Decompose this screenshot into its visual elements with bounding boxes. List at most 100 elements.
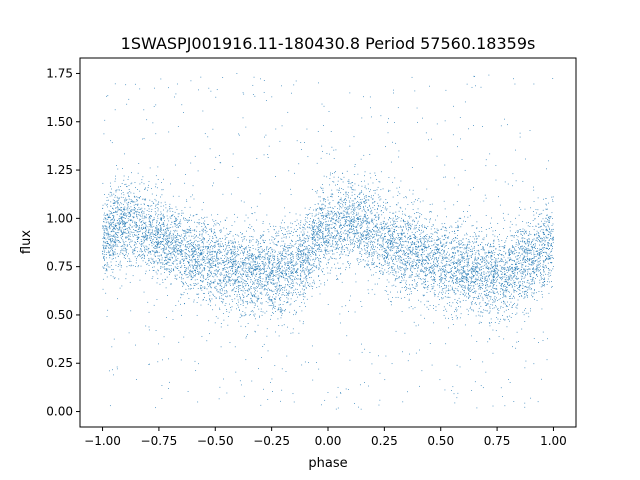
data-point	[426, 306, 428, 308]
data-point	[254, 305, 256, 306]
data-point	[457, 265, 458, 267]
data-point	[109, 213, 111, 215]
data-point	[242, 300, 243, 302]
data-point	[405, 226, 407, 228]
data-point	[193, 247, 195, 249]
data-point	[202, 276, 204, 278]
data-point	[512, 247, 514, 249]
data-point	[296, 249, 298, 251]
data-point	[378, 231, 380, 233]
data-point	[350, 231, 352, 233]
data-point	[330, 193, 332, 195]
data-point	[532, 226, 534, 227]
data-point	[226, 246, 227, 248]
data-point	[408, 298, 410, 300]
data-point	[390, 240, 392, 241]
data-point	[318, 230, 320, 232]
data-point	[546, 230, 548, 232]
data-point	[186, 293, 188, 295]
data-point	[140, 244, 142, 246]
data-point	[375, 175, 376, 176]
data-point	[472, 236, 474, 238]
data-point	[384, 233, 385, 235]
data-point	[203, 292, 205, 294]
data-point	[382, 188, 384, 190]
data-point	[353, 224, 355, 226]
data-point	[456, 271, 457, 273]
data-point	[161, 218, 163, 220]
data-point	[456, 262, 458, 264]
data-point	[391, 285, 393, 287]
data-point	[397, 265, 398, 267]
data-point	[527, 271, 529, 273]
data-point	[305, 278, 307, 280]
data-point	[529, 287, 531, 289]
data-point	[313, 279, 315, 281]
data-point	[367, 252, 369, 254]
data-point	[132, 216, 134, 217]
data-point	[427, 239, 429, 241]
data-point	[229, 259, 231, 260]
data-point	[363, 221, 365, 223]
data-point	[247, 289, 249, 291]
data-point	[352, 200, 354, 202]
data-point	[312, 286, 314, 287]
data-point	[348, 216, 349, 217]
data-point	[494, 322, 496, 323]
data-point	[412, 284, 413, 286]
data-point	[143, 222, 145, 224]
data-point	[206, 241, 208, 243]
data-point	[492, 308, 494, 310]
data-point	[155, 229, 157, 231]
data-point	[525, 268, 527, 270]
data-point	[427, 257, 429, 259]
data-point	[249, 240, 250, 242]
data-point	[392, 244, 394, 246]
data-point	[410, 276, 412, 278]
data-point	[552, 247, 553, 249]
data-point	[239, 288, 241, 289]
data-point	[536, 254, 538, 256]
data-point	[128, 212, 130, 214]
data-point	[518, 252, 520, 254]
data-point	[507, 213, 509, 215]
data-point	[318, 219, 320, 221]
data-point	[472, 268, 473, 270]
data-point	[451, 242, 452, 243]
data-point	[245, 262, 247, 264]
data-point	[364, 244, 365, 246]
data-point	[209, 301, 211, 303]
data-point	[144, 204, 145, 206]
data-point	[417, 222, 419, 224]
data-point	[177, 258, 179, 259]
data-point	[522, 259, 524, 261]
data-point	[479, 268, 481, 270]
data-point	[197, 255, 199, 257]
data-point	[521, 277, 523, 279]
data-point	[542, 231, 544, 233]
data-point	[517, 236, 519, 238]
data-point	[251, 299, 253, 301]
data-point	[152, 220, 154, 222]
data-point	[125, 251, 127, 253]
data-point	[213, 225, 215, 227]
data-point	[268, 255, 270, 257]
data-point	[278, 265, 280, 267]
data-point	[314, 252, 316, 253]
data-point	[138, 218, 140, 220]
data-point	[410, 228, 411, 230]
data-point	[347, 224, 349, 226]
data-point	[514, 273, 516, 275]
data-point	[331, 224, 333, 226]
data-point	[419, 216, 420, 218]
data-point	[349, 201, 351, 203]
data-point	[225, 295, 227, 297]
data-point	[293, 265, 295, 266]
data-point	[277, 257, 279, 259]
data-point	[174, 278, 176, 279]
data-point	[171, 262, 173, 264]
data-point	[259, 256, 261, 258]
data-point	[251, 255, 253, 257]
data-point	[258, 277, 260, 279]
data-point	[430, 276, 432, 278]
